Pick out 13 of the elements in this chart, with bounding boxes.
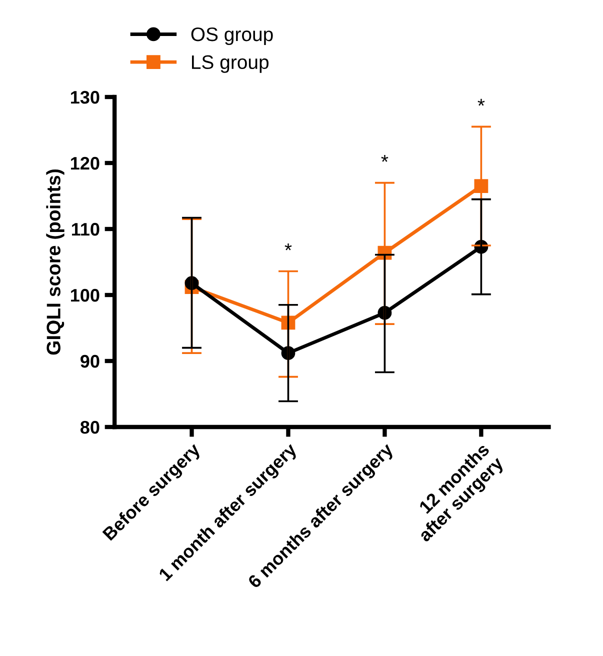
y-axis-title: GIQLI score (points) bbox=[46, 170, 64, 355]
y-tick-label: 110 bbox=[72, 222, 100, 236]
annotation: * bbox=[478, 98, 485, 106]
y-tick-label: 100 bbox=[71, 288, 100, 302]
y-tick-label: 80 bbox=[80, 420, 100, 434]
y-tick-label: 90 bbox=[80, 354, 100, 368]
legend-label: OS group bbox=[191, 27, 273, 46]
legend-label: LS group bbox=[192, 55, 269, 73]
annotation: * bbox=[381, 155, 388, 162]
y-tick-label: 130 bbox=[71, 90, 100, 104]
y-tick-label: 120 bbox=[71, 156, 100, 170]
point bbox=[474, 179, 488, 194]
annotation: * bbox=[284, 243, 292, 250]
